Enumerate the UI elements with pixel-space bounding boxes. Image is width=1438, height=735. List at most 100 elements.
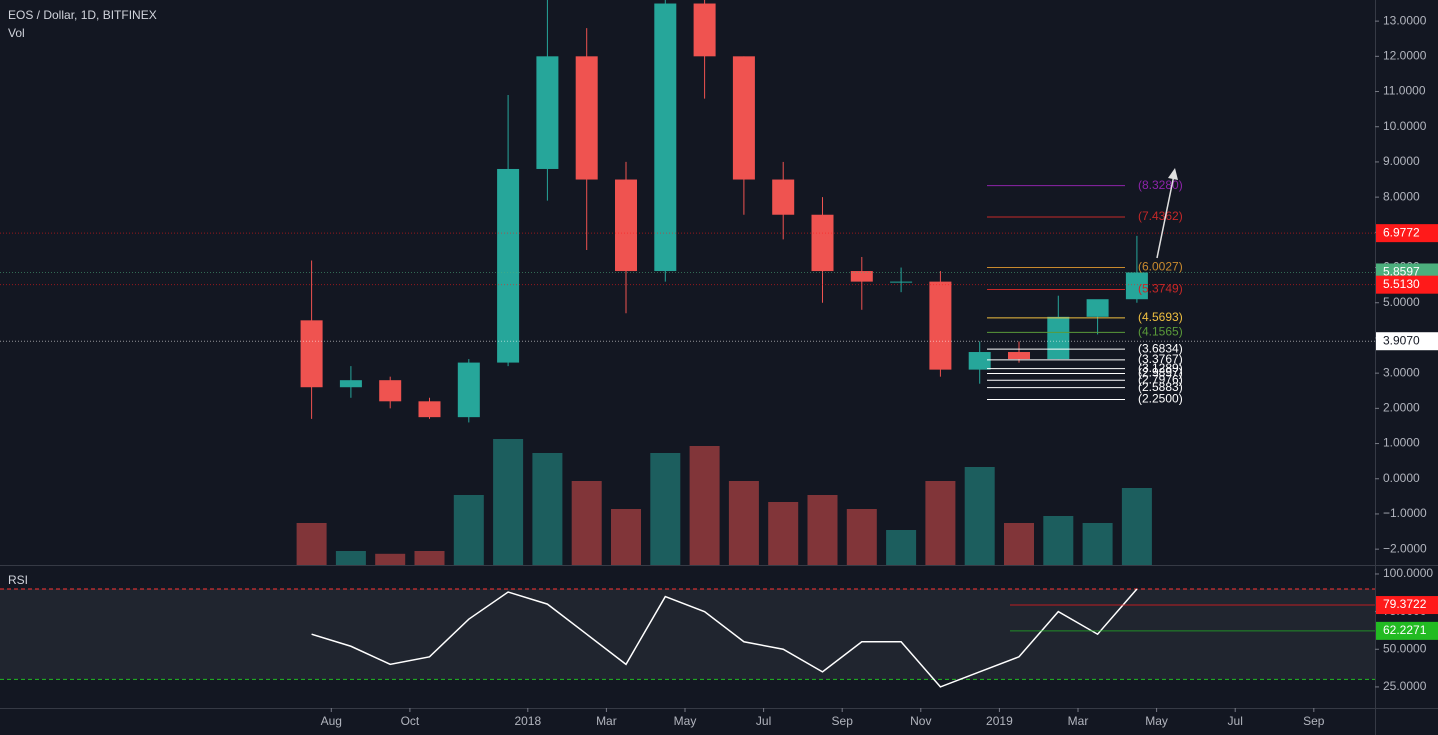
rsi-value-label: 79.3722 [1383, 597, 1427, 611]
fib-level-label: (2.2500) [1138, 392, 1183, 406]
fib-level-label: (4.5693) [1138, 310, 1183, 324]
y-tick-label: 13.0000 [1383, 13, 1427, 27]
fib-level-label: (4.1565) [1138, 325, 1183, 339]
volume-bar [689, 446, 720, 565]
y-tick-label: 0.0000 [1383, 471, 1420, 485]
rsi-label-box [1376, 621, 1438, 640]
volume-bar [532, 453, 563, 565]
candle-body [615, 179, 637, 272]
candle-body [575, 56, 598, 180]
fib-level-label: (8.3280) [1138, 178, 1183, 192]
y-tick-label: 9.0000 [1383, 154, 1420, 168]
volume-bar [414, 551, 445, 565]
candle-body [1047, 316, 1070, 360]
x-tick-label: Oct [401, 714, 420, 728]
symbol-title: EOS / Dollar, 1D, BITFINEX [8, 8, 157, 22]
candle-body [811, 214, 834, 272]
volume-bar [1004, 523, 1034, 565]
candle-body [732, 56, 755, 180]
x-tick-label: 2019 [986, 714, 1013, 728]
y-tick-label: 3.0000 [1383, 365, 1420, 379]
candle-body [850, 271, 873, 282]
candle-body [536, 56, 559, 169]
rsi-label: RSI [8, 573, 28, 587]
candle-body [693, 3, 716, 57]
price-label: 5.5130 [1383, 277, 1420, 291]
rsi-tick-label: 100.0000 [1383, 566, 1433, 580]
candle-body [497, 168, 520, 363]
fib-level-label: (2.7976) [1138, 372, 1183, 386]
volume-bar [375, 553, 406, 565]
volume-bar [296, 523, 327, 565]
candle-body [300, 320, 323, 388]
y-tick-label: 5.0000 [1383, 295, 1420, 309]
rsi-band [0, 589, 1375, 680]
volume-bar [728, 481, 759, 565]
volume-bar [493, 439, 524, 565]
x-tick-label: Mar [1068, 714, 1089, 728]
candle-body [772, 179, 795, 215]
candle-body [379, 380, 402, 402]
price-label: 3.9070 [1383, 333, 1420, 347]
volume-bar [846, 509, 877, 565]
volume-bar [925, 481, 956, 565]
volume-bar [611, 509, 641, 565]
volume-bar [807, 495, 838, 565]
annotation-arrow-head [1168, 168, 1178, 180]
candle-body [457, 362, 480, 418]
candle-body [654, 3, 677, 272]
candle-body [968, 352, 991, 370]
x-tick-label: Nov [910, 714, 931, 728]
fib-level-label: (6.0027) [1138, 260, 1183, 274]
x-tick-label: May [674, 714, 697, 728]
volume-bar [650, 453, 681, 565]
annotation-arrow [1156, 174, 1175, 259]
fib-level-label: (5.3749) [1138, 282, 1183, 296]
volume-bar [886, 530, 917, 565]
y-tick-label: −1.0000 [1383, 506, 1427, 520]
volume-label: Vol [8, 26, 25, 40]
volume-bar [964, 467, 995, 565]
main-pane: (8.3280) (7.4362) (6.0027) (5.3749) (4.5693)… [0, 0, 1375, 565]
rsi-label-box [1376, 596, 1438, 615]
y-tick-label: 1.0000 [1383, 436, 1420, 450]
candle-body [890, 281, 913, 283]
candle-body [929, 281, 952, 370]
x-tick-label: Sep [832, 714, 854, 728]
x-tick-label: 2018 [514, 714, 541, 728]
volume-bar [1082, 523, 1113, 565]
candle-body [418, 401, 441, 418]
rsi-value-label: 62.2271 [1383, 623, 1427, 637]
candle-body [1086, 299, 1109, 317]
rsi-tick-label: 50.0000 [1383, 641, 1427, 655]
volume-bar [1043, 516, 1074, 565]
y-tick-label: 2.0000 [1383, 401, 1420, 415]
candle-body [1125, 272, 1148, 300]
fib-level-label: (3.3767) [1138, 352, 1183, 366]
y-tick-label: 8.0000 [1383, 189, 1420, 203]
price-label: 6.9772 [1383, 225, 1420, 239]
x-tick-label: May [1145, 714, 1168, 728]
candle-body [339, 380, 362, 388]
price-label-box [1376, 275, 1438, 294]
x-tick-label: Jul [756, 714, 771, 728]
price-label: 5.8597 [1383, 265, 1420, 279]
rsi-tick-label: 25.0000 [1383, 679, 1427, 693]
volume-bar [1121, 488, 1152, 565]
volume-bar [571, 481, 602, 565]
volume-bar [768, 502, 799, 565]
price-label-box [1376, 332, 1438, 351]
fib-level-label: (3.6834) [1138, 341, 1183, 355]
x-tick-label: Sep [1303, 714, 1325, 728]
y-tick-label: −2.0000 [1383, 541, 1427, 555]
fib-level-label: (2.9897) [1138, 366, 1183, 380]
y-tick-label: 10.0000 [1383, 119, 1427, 133]
candle-body [1008, 352, 1030, 360]
x-tick-label: Mar [596, 714, 617, 728]
fib-level-label: (3.1289) [1138, 361, 1183, 375]
fib-level-label: (7.4362) [1138, 209, 1183, 223]
x-tick-label: Aug [321, 714, 342, 728]
volume-bar [335, 551, 366, 565]
